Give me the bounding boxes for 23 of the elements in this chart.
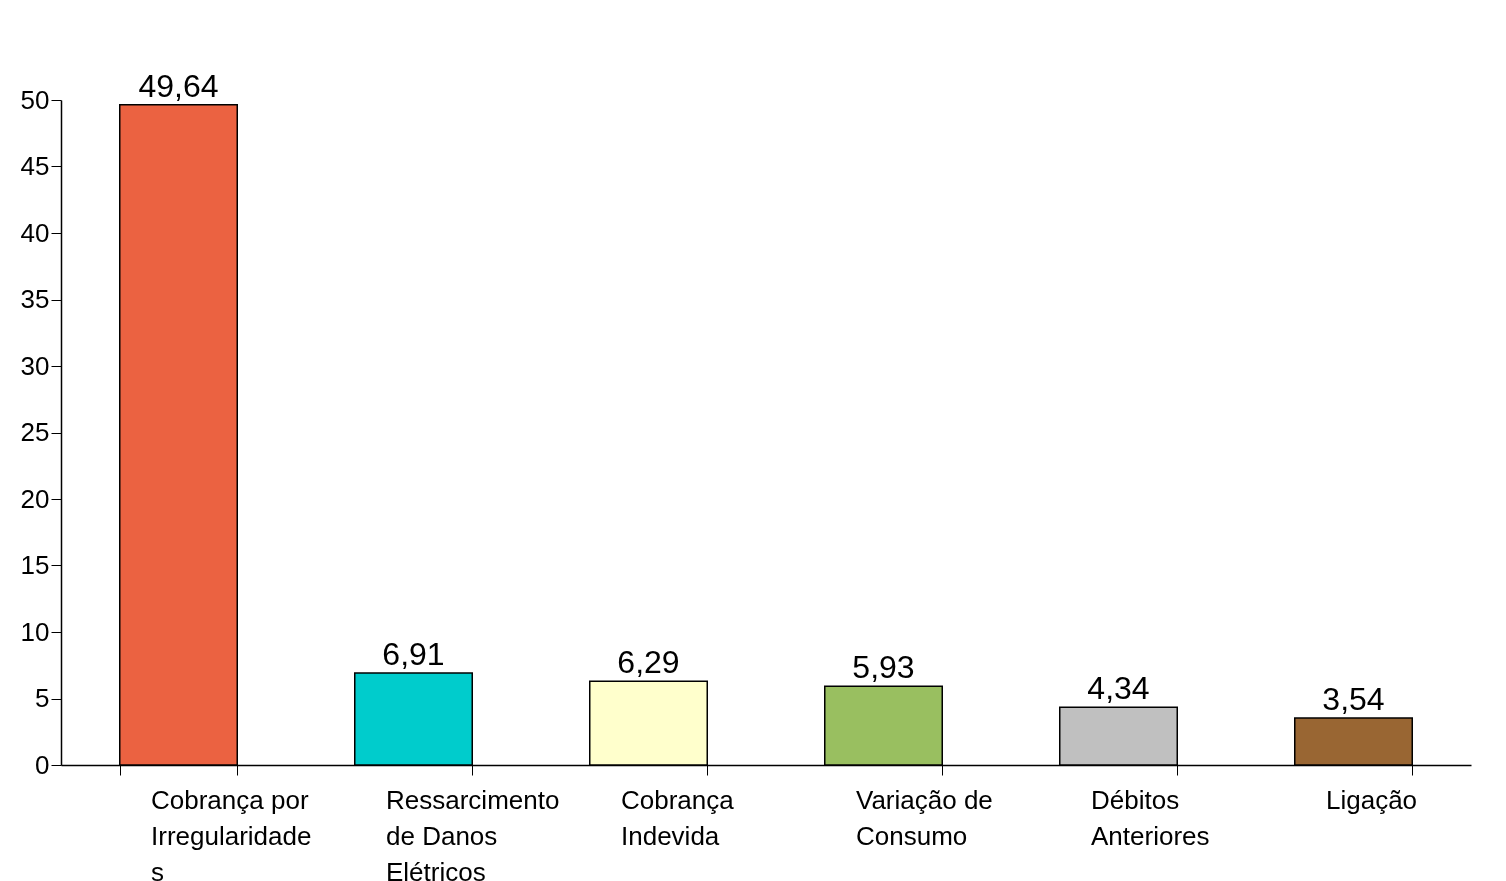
x-tick-label: Variação de Consumo <box>856 784 993 851</box>
data-label: 6,29 <box>617 644 680 681</box>
y-tick-label: 40 <box>20 217 50 248</box>
y-tick-label: 15 <box>20 550 50 580</box>
data-label: 6,91 <box>382 636 445 673</box>
x-tick-label: Ressarcimento de Danos Elétricos <box>386 784 560 881</box>
data-label: 49,64 <box>138 67 219 104</box>
y-tick-label: 50 <box>20 84 50 115</box>
x-tick-label: Cobrança Indevida <box>621 784 735 851</box>
x-tick-label: Débitos Anteriores <box>1091 784 1210 851</box>
y-tick-label: 0 <box>35 749 50 780</box>
x-tick-label: Ligação <box>1326 784 1418 815</box>
data-label: 3,54 <box>1322 680 1385 717</box>
data-label: 4,34 <box>1087 670 1150 707</box>
y-tick-label: 5 <box>35 683 50 713</box>
y-tick-label: 25 <box>20 417 50 447</box>
y-tick-label: 45 <box>20 151 50 181</box>
y-tick-label: 10 <box>20 616 50 647</box>
y-tick-label: 30 <box>20 350 50 381</box>
y-tick-label: 20 <box>20 483 50 514</box>
data-label: 5,93 <box>852 649 915 686</box>
x-tick-label: Cobrança por Irregularidades <box>151 784 312 881</box>
y-tick-label: 35 <box>20 284 50 314</box>
